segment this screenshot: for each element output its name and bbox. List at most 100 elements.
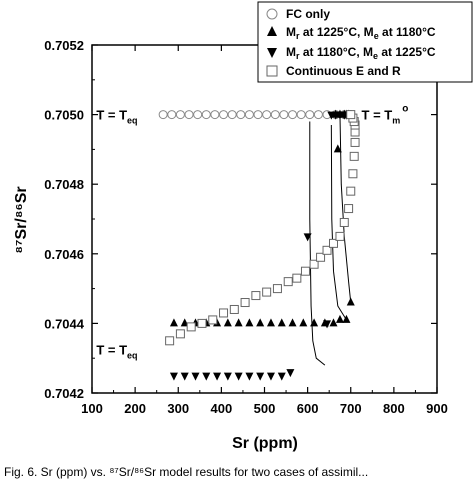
- y-tick-label-0: 0.7042: [44, 386, 84, 401]
- series-0-point-2: [175, 110, 185, 120]
- series-2-point-8: [256, 372, 265, 381]
- series-3-point-6: [229, 304, 239, 314]
- series-3-point-16: [322, 245, 332, 255]
- annotations: T = Teq T = Tmo T = Teq: [96, 104, 408, 361]
- series-0-point-14: [279, 110, 289, 120]
- figure-caption: Fig. 6. Sr (ppm) vs. ⁸⁷Sr/⁸⁶Sr model res…: [4, 465, 368, 479]
- series-1-point-12: [299, 318, 308, 327]
- series-1-point-8: [256, 318, 265, 327]
- series-3-point-5: [219, 308, 229, 318]
- y-tick-labels: 0.7042 0.7044 0.7046 0.7048 0.7050 0.7052: [44, 38, 85, 401]
- series-3-point-17: [329, 238, 338, 248]
- series-0-point-11: [253, 110, 263, 120]
- legend-label-0: FC only: [286, 7, 330, 21]
- series-3-point-12: [292, 273, 302, 283]
- series-0-point-13: [270, 110, 280, 120]
- series-0-point-12: [262, 110, 272, 120]
- curve-0: [309, 121, 326, 366]
- series-3-point-19: [339, 217, 349, 227]
- y-tick-label-3: 0.7048: [44, 177, 84, 192]
- series-3-point-20: [344, 204, 354, 214]
- legend-marker-2: [267, 48, 277, 58]
- series-0-point-0: [158, 110, 168, 120]
- series-0-point-6: [210, 110, 220, 120]
- y-tick-label-2: 0.7046: [44, 247, 84, 262]
- series-1-point-11: [288, 318, 297, 327]
- series-2-point-10: [277, 372, 286, 381]
- series-0-point-5: [201, 110, 211, 120]
- series-0-point-1: [167, 110, 177, 120]
- series-0-point-17: [305, 110, 315, 120]
- series-3-point-22: [348, 169, 358, 179]
- series-1-point-0: [169, 318, 178, 327]
- legend-marker-0: [266, 8, 278, 20]
- series-3-point-4: [208, 315, 218, 325]
- series-0-point-18: [313, 110, 323, 120]
- x-tick-labels: 100 200 300 400 500 600 700 800 900: [81, 401, 448, 416]
- series-2-point-7: [245, 372, 254, 381]
- series-2-point-2: [191, 372, 200, 381]
- series-3-point-21: [346, 186, 356, 196]
- series-0-point-16: [296, 110, 306, 120]
- x-tick-label-6: 700: [340, 401, 362, 416]
- series-0-point-7: [219, 110, 229, 120]
- x-tick-label-0: 100: [81, 401, 103, 416]
- series-2-point-3: [202, 372, 211, 381]
- axis-ticks: [91, 44, 438, 394]
- y-tick-label-5: 0.7052: [44, 38, 84, 53]
- y-axis-title: ⁸⁷Sr/⁸⁶Sr: [13, 186, 30, 253]
- series-2-point-4: [213, 372, 222, 381]
- x-tick-label-3: 400: [211, 401, 233, 416]
- series-3-point-29: [346, 110, 356, 120]
- series-0-point-4: [193, 110, 203, 120]
- legend: FC only Mr at 1225°C, Me at 1180°C Mr at 1…: [257, 1, 473, 83]
- series-1-point-18: [346, 297, 355, 306]
- legend-label-2: Mr at 1180°C, Me at 1225°C: [286, 45, 436, 61]
- series-0-point-8: [227, 110, 237, 120]
- series-0-point-3: [184, 110, 194, 120]
- x-tick-label-1: 200: [124, 401, 146, 416]
- x-tick-label-7: 800: [383, 401, 405, 416]
- legend-box: [257, 1, 473, 83]
- legend-marker-1: [267, 26, 277, 36]
- annotation-2: T = Teq: [96, 343, 137, 361]
- series-2-point-9: [266, 372, 275, 381]
- series-3-point-1: [175, 329, 185, 339]
- series-1-point-15: [329, 318, 338, 327]
- series-3-point-14: [309, 259, 319, 269]
- series-2-point-0: [169, 372, 178, 381]
- series-3-point-15: [316, 252, 326, 262]
- x-tick-label-2: 300: [167, 401, 189, 416]
- series-3-point-13: [300, 266, 310, 276]
- data-markers: [158, 109, 360, 381]
- legend-label-3: Continuous E and R: [286, 64, 401, 78]
- series-2-point-12: [303, 233, 312, 242]
- series-1-point-16: [335, 314, 344, 323]
- x-tick-label-5: 600: [297, 401, 319, 416]
- series-3-point-18: [335, 231, 345, 241]
- series-0-point-9: [236, 110, 246, 120]
- x-tick-label-4: 500: [254, 401, 276, 416]
- series-3-point-11: [283, 277, 293, 287]
- series-3-point-3: [197, 318, 207, 328]
- series-1-point-17: [342, 314, 351, 323]
- legend-marker-3: [266, 65, 278, 77]
- series-3-point-23: [349, 151, 359, 161]
- series-0-point-10: [244, 110, 254, 120]
- plot-frame: [91, 44, 438, 394]
- legend-label-1: Mr at 1225°C, Me at 1180°C: [286, 25, 436, 41]
- series-2-point-5: [223, 372, 232, 381]
- series-3-point-10: [272, 284, 282, 294]
- series-1-point-19: [333, 144, 342, 153]
- annotation-0: T = Teq: [96, 108, 137, 126]
- series-3-point-7: [240, 298, 250, 308]
- series-2-point-11: [286, 369, 295, 378]
- series-3-point-9: [262, 287, 272, 297]
- y-tick-label-1: 0.7044: [44, 316, 85, 331]
- series-3-point-0: [165, 336, 175, 346]
- series-1-point-5: [223, 318, 232, 327]
- series-3-point-8: [251, 291, 261, 301]
- series-3-point-2: [186, 322, 196, 332]
- series-1-point-6: [234, 318, 243, 327]
